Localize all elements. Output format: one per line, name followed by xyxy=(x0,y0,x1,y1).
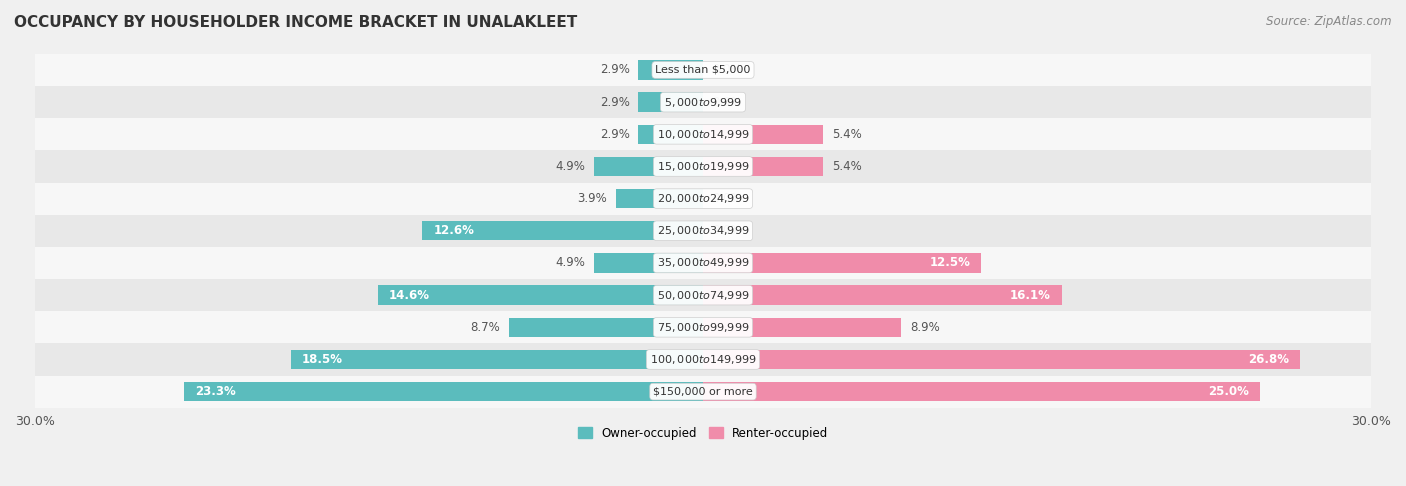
Text: 14.6%: 14.6% xyxy=(389,289,430,302)
Text: 25.0%: 25.0% xyxy=(1208,385,1249,398)
Text: 2.9%: 2.9% xyxy=(599,128,630,141)
Text: 26.8%: 26.8% xyxy=(1247,353,1289,366)
Bar xyxy=(703,285,1062,305)
Text: 0.0%: 0.0% xyxy=(711,224,741,237)
Text: 23.3%: 23.3% xyxy=(195,385,236,398)
Text: 3.9%: 3.9% xyxy=(578,192,607,205)
Bar xyxy=(593,157,703,176)
Text: $5,000 to $9,999: $5,000 to $9,999 xyxy=(664,96,742,109)
Text: $35,000 to $49,999: $35,000 to $49,999 xyxy=(657,257,749,269)
Text: 0.0%: 0.0% xyxy=(711,64,741,76)
Bar xyxy=(35,215,1371,247)
Bar xyxy=(291,350,703,369)
Bar xyxy=(378,285,703,305)
Bar xyxy=(35,311,1371,344)
Bar xyxy=(703,157,824,176)
Text: 5.4%: 5.4% xyxy=(832,160,862,173)
Text: 0.0%: 0.0% xyxy=(711,192,741,205)
Bar xyxy=(703,253,981,273)
Text: 16.1%: 16.1% xyxy=(1010,289,1050,302)
Text: $15,000 to $19,999: $15,000 to $19,999 xyxy=(657,160,749,173)
Bar xyxy=(638,124,703,144)
Text: 12.6%: 12.6% xyxy=(433,224,474,237)
Bar xyxy=(35,54,1371,86)
Bar xyxy=(35,376,1371,408)
Bar xyxy=(35,86,1371,118)
Text: $10,000 to $14,999: $10,000 to $14,999 xyxy=(657,128,749,141)
Text: Source: ZipAtlas.com: Source: ZipAtlas.com xyxy=(1267,15,1392,28)
Bar xyxy=(35,279,1371,311)
Text: 5.4%: 5.4% xyxy=(832,128,862,141)
Bar xyxy=(35,150,1371,183)
Bar xyxy=(703,318,901,337)
Bar xyxy=(35,183,1371,215)
Bar xyxy=(35,118,1371,150)
Bar xyxy=(35,247,1371,279)
Text: 0.0%: 0.0% xyxy=(711,96,741,109)
Bar xyxy=(509,318,703,337)
Bar xyxy=(616,189,703,208)
Text: Less than $5,000: Less than $5,000 xyxy=(655,65,751,75)
Text: OCCUPANCY BY HOUSEHOLDER INCOME BRACKET IN UNALAKLEET: OCCUPANCY BY HOUSEHOLDER INCOME BRACKET … xyxy=(14,15,578,30)
Bar xyxy=(703,124,824,144)
Text: 18.5%: 18.5% xyxy=(302,353,343,366)
Text: $25,000 to $34,999: $25,000 to $34,999 xyxy=(657,224,749,237)
Bar xyxy=(184,382,703,401)
Text: 2.9%: 2.9% xyxy=(599,96,630,109)
Text: $50,000 to $74,999: $50,000 to $74,999 xyxy=(657,289,749,302)
Text: $20,000 to $24,999: $20,000 to $24,999 xyxy=(657,192,749,205)
Text: $150,000 or more: $150,000 or more xyxy=(654,387,752,397)
Text: $75,000 to $99,999: $75,000 to $99,999 xyxy=(657,321,749,334)
Bar xyxy=(638,92,703,112)
Text: 12.5%: 12.5% xyxy=(929,257,970,269)
Bar xyxy=(593,253,703,273)
Bar xyxy=(638,60,703,80)
Text: 2.9%: 2.9% xyxy=(599,64,630,76)
Text: 8.9%: 8.9% xyxy=(910,321,939,334)
Legend: Owner-occupied, Renter-occupied: Owner-occupied, Renter-occupied xyxy=(572,422,834,444)
Text: 4.9%: 4.9% xyxy=(555,257,585,269)
Bar xyxy=(35,344,1371,376)
Bar xyxy=(703,382,1260,401)
Bar xyxy=(703,350,1299,369)
Text: $100,000 to $149,999: $100,000 to $149,999 xyxy=(650,353,756,366)
Bar xyxy=(422,221,703,241)
Text: 4.9%: 4.9% xyxy=(555,160,585,173)
Text: 8.7%: 8.7% xyxy=(471,321,501,334)
